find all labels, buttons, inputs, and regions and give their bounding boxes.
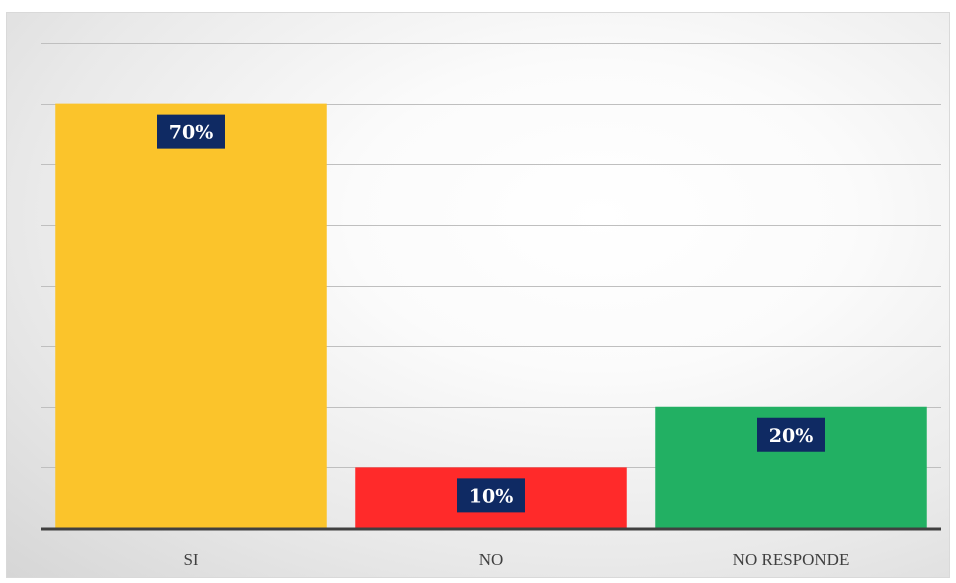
category-labels: SI NO NO RESPONDE xyxy=(183,550,849,569)
data-label-text: 20% xyxy=(769,425,814,447)
category-label: SI xyxy=(183,550,198,569)
chart-area: 70% 10% 20% SI NO NO RESPONDE xyxy=(6,12,950,578)
bar-si xyxy=(55,103,327,528)
data-label-box xyxy=(757,417,825,452)
data-label: 10% xyxy=(457,478,525,513)
category-label: NO RESPONDE xyxy=(733,550,850,569)
data-label-box xyxy=(457,478,525,513)
bar-chart: 70% 10% 20% SI NO NO RESPONDE xyxy=(41,43,941,569)
bars xyxy=(55,103,927,528)
data-label: 20% xyxy=(757,417,825,452)
data-label-text: 10% xyxy=(469,485,514,507)
data-label-text: 70% xyxy=(169,122,214,144)
data-label-box xyxy=(157,114,225,149)
data-label: 70% xyxy=(157,114,225,149)
category-label: NO xyxy=(479,550,504,569)
data-labels: 70% 10% 20% xyxy=(157,114,825,513)
